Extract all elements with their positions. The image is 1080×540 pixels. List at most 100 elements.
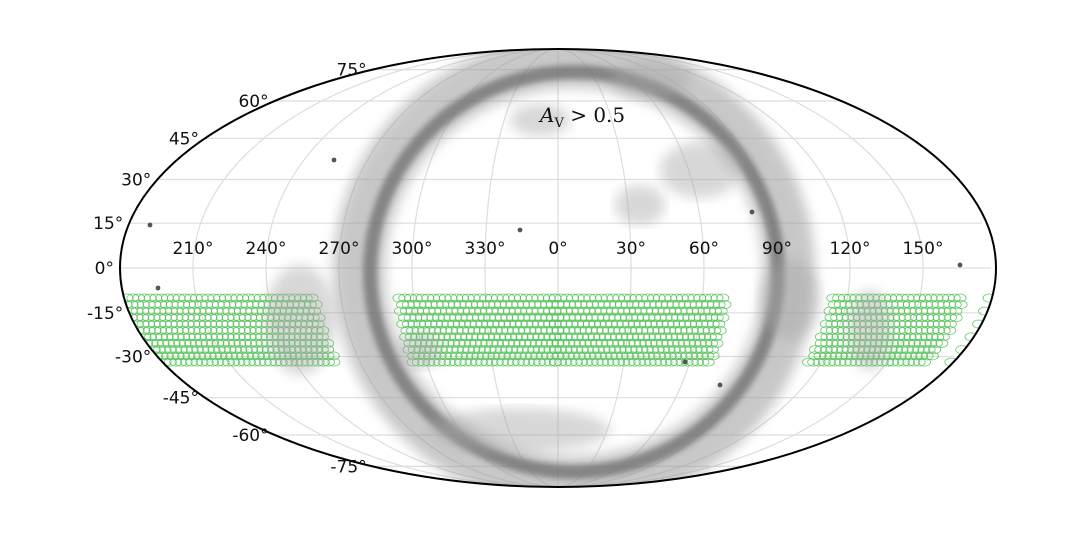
footprint-tile (456, 326, 470, 335)
footprint-tile (611, 338, 625, 348)
footprint-tile (921, 319, 935, 329)
footprint-tile (619, 345, 633, 355)
footprint-tile (603, 345, 616, 355)
footprint-tile (454, 332, 468, 342)
footprint-tile (620, 332, 634, 342)
footprint-tile (141, 313, 155, 323)
footprint-tile (710, 338, 724, 348)
footprint-tile (215, 319, 229, 329)
footprint-tile (681, 332, 695, 342)
footprint-tile (672, 300, 686, 309)
footprint-tile (496, 357, 510, 367)
footprint-tile (136, 306, 150, 316)
footprint-tile (563, 313, 576, 323)
footprint-tile (557, 313, 571, 323)
footprint-tile (661, 300, 674, 309)
footprint-tile (207, 345, 221, 355)
footprint-tile (447, 300, 461, 309)
footprint-tile (218, 293, 232, 303)
footprint-tile (895, 345, 909, 355)
footprint-tile (447, 338, 461, 348)
footprint-tile (415, 293, 429, 303)
footprint-tile (543, 332, 557, 342)
footprint-tile (932, 319, 946, 329)
footprint-tile (716, 313, 730, 323)
footprint-tile (465, 332, 479, 342)
footprint-tile (517, 357, 531, 367)
footprint-tile (215, 326, 229, 335)
footprint-tile (551, 300, 565, 309)
footprint-tile (604, 332, 618, 342)
footprint-tile (484, 326, 498, 335)
footprint-tile (506, 313, 519, 323)
footprint-tile (482, 300, 496, 309)
footprint-tile (602, 326, 615, 335)
footprint-tile (913, 293, 926, 303)
footprint-tile (435, 319, 449, 329)
footprint-tile (469, 357, 483, 367)
footprint-tile (158, 345, 172, 355)
footprint-tile (142, 306, 156, 316)
footprint-tile (443, 313, 457, 323)
footprint-tile (401, 319, 415, 329)
footprint-tile (238, 326, 252, 335)
footprint-tile (448, 357, 462, 367)
footprint-tile (568, 300, 582, 309)
footprint-tile (478, 345, 492, 355)
footprint-tile (583, 306, 596, 316)
footprint-tile (584, 338, 598, 348)
footprint-tile (493, 300, 507, 309)
footprint-tile (944, 313, 957, 323)
footprint-tile (562, 326, 576, 335)
footprint-tile (680, 306, 694, 316)
footprint-tile (591, 313, 605, 323)
footprint-tile (710, 313, 724, 323)
footprint-tile (594, 351, 608, 361)
footprint-tile (831, 332, 845, 342)
footprint-tile (502, 338, 516, 348)
lat-tick-label: -60° (232, 426, 268, 446)
footprint-tile (543, 319, 556, 329)
footprint-tile (624, 345, 638, 355)
lon-tick-label: 90° (762, 239, 792, 259)
footprint-tile (628, 338, 642, 348)
footprint-tile (588, 306, 602, 316)
footprint-tile (204, 326, 218, 335)
footprint-tile (460, 332, 473, 342)
footprint-tile (599, 351, 613, 361)
extinction-point (717, 382, 723, 388)
footprint-tile (430, 319, 444, 329)
footprint-tile (648, 313, 662, 323)
footprint-tile (899, 351, 913, 361)
footprint-tile (579, 326, 593, 335)
footprint-tile (609, 332, 623, 342)
footprint-tile (927, 319, 940, 329)
footprint-tile (403, 313, 417, 323)
footprint-tile (490, 293, 504, 303)
extinction-point (749, 209, 755, 215)
footprint-tile (912, 345, 925, 355)
footprint-tile (166, 351, 180, 361)
footprint-tile (627, 319, 641, 329)
footprint-tile (560, 319, 573, 329)
footprint-tile (409, 313, 423, 323)
footprint-tile (714, 306, 728, 316)
footprint-tile (493, 332, 507, 342)
footprint-tile (444, 351, 458, 361)
footprint-tile (657, 345, 671, 355)
footprint-tile (661, 338, 675, 348)
footprint-tile (450, 326, 464, 335)
footprint-tile (494, 345, 508, 355)
footprint-tile (662, 345, 676, 355)
footprint-tile (585, 313, 599, 323)
footprint-tile (554, 332, 568, 342)
footprint-tile (814, 332, 828, 342)
footprint-tile (238, 332, 252, 342)
footprint-tile (443, 357, 457, 367)
footprint-tile (176, 313, 190, 323)
footprint-tile (666, 338, 680, 348)
footprint-tile (540, 326, 554, 335)
footprint-tile (511, 300, 525, 309)
footprint-tile (475, 357, 488, 367)
footprint-tile (689, 300, 703, 309)
